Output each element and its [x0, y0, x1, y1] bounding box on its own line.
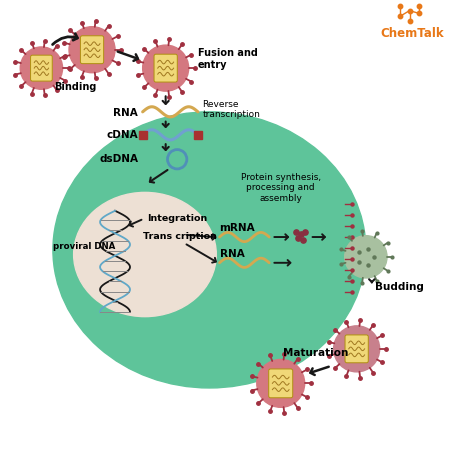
FancyBboxPatch shape: [81, 36, 104, 63]
Text: Budding: Budding: [375, 282, 424, 292]
FancyBboxPatch shape: [269, 369, 293, 398]
Text: dsDNA: dsDNA: [99, 154, 138, 164]
Circle shape: [20, 47, 63, 89]
Text: Protein synthesis,
processing and
assembly: Protein synthesis, processing and assemb…: [241, 173, 321, 203]
Text: Maturation: Maturation: [283, 348, 348, 358]
Circle shape: [345, 236, 387, 278]
Text: Binding: Binding: [54, 82, 96, 92]
FancyBboxPatch shape: [154, 54, 177, 82]
Text: Fusion and
entry: Fusion and entry: [198, 48, 258, 70]
Ellipse shape: [53, 112, 366, 388]
Text: cDNA: cDNA: [107, 130, 138, 140]
Text: mRNA: mRNA: [219, 223, 255, 233]
Text: ChemTalk: ChemTalk: [380, 27, 444, 40]
Text: Integration: Integration: [147, 214, 208, 223]
Ellipse shape: [73, 193, 216, 317]
Text: Trans cription: Trans cription: [143, 232, 217, 241]
Text: RNA: RNA: [113, 108, 138, 118]
Text: proviral DNA: proviral DNA: [53, 242, 115, 251]
Text: RNA: RNA: [219, 249, 244, 259]
Text: Reverse
transcription: Reverse transcription: [202, 100, 260, 119]
FancyBboxPatch shape: [345, 335, 368, 363]
Circle shape: [69, 27, 115, 73]
Circle shape: [143, 45, 189, 91]
FancyBboxPatch shape: [30, 55, 52, 81]
Circle shape: [334, 326, 380, 372]
Circle shape: [257, 359, 305, 407]
